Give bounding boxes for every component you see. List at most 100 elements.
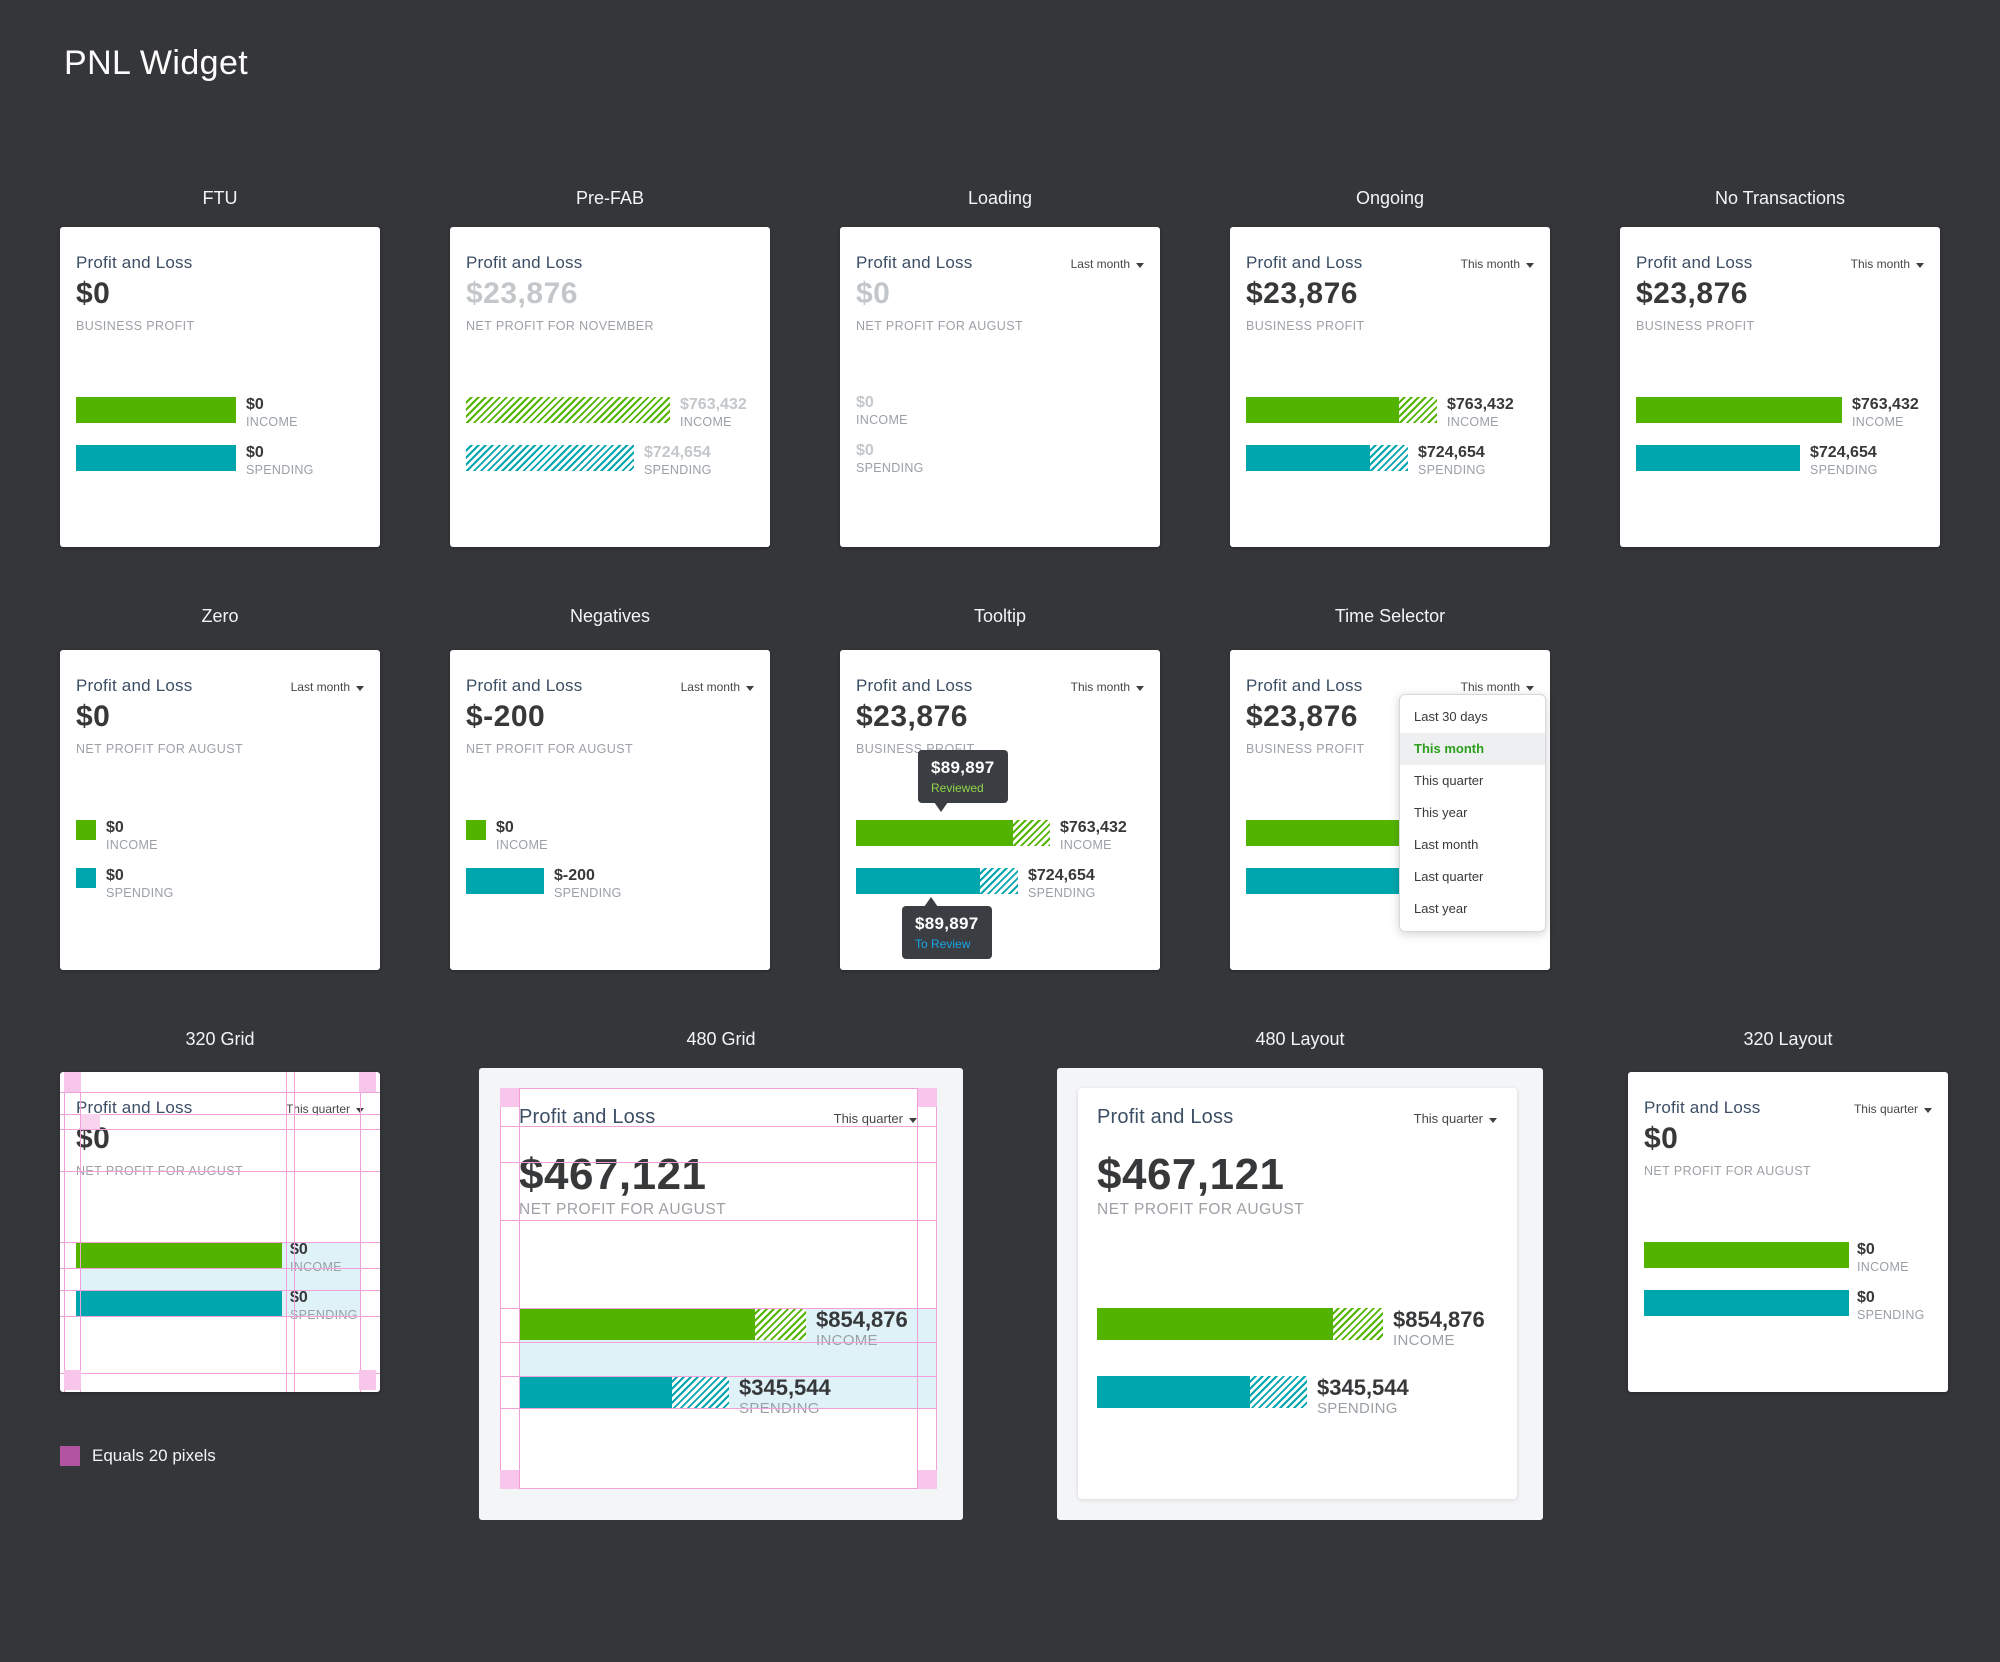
amount: $23,876 xyxy=(1636,277,1748,310)
period-selector[interactable]: Last month xyxy=(681,680,754,694)
period-label: This quarter xyxy=(285,1102,350,1116)
card-title: Profit and Loss xyxy=(466,676,583,695)
amount: $467,121 xyxy=(519,1150,707,1199)
pnl-card-ftu: Profit and Loss $0 BUSINESS PROFIT $0 IN… xyxy=(60,227,380,547)
income-bar[interactable] xyxy=(76,397,236,423)
section-label-ftu: FTU xyxy=(202,188,238,208)
amount: $0 xyxy=(1644,1122,1679,1155)
income-bar[interactable] xyxy=(1636,397,1842,423)
amount: $0 xyxy=(76,700,111,733)
income-bar[interactable] xyxy=(1644,1242,1849,1268)
period-selector[interactable]: This quarter xyxy=(1854,1102,1932,1116)
income-row: $854,876 INCOME xyxy=(519,1308,908,1349)
spending-label: SPENDING xyxy=(246,462,314,477)
spending-row: $0 SPENDING xyxy=(1644,1289,1925,1322)
tooltip-income: $89,897 Reviewed xyxy=(918,750,1008,812)
menu-item-this-year[interactable]: This year xyxy=(1414,805,1468,820)
income-bar-projected xyxy=(1333,1308,1383,1340)
menu-item-last-quarter[interactable]: Last quarter xyxy=(1414,869,1484,884)
income-row: $0 INCOME xyxy=(76,396,298,429)
period-selector[interactable]: This month xyxy=(1851,257,1924,271)
period-selector[interactable]: This quarter xyxy=(286,1102,364,1116)
income-bar[interactable] xyxy=(76,820,96,840)
card-title: Profit and Loss xyxy=(1644,1098,1761,1117)
spending-bar[interactable] xyxy=(76,1290,282,1316)
spending-bar[interactable] xyxy=(1636,445,1800,471)
amount: $0 xyxy=(76,1122,111,1155)
card-title: Profit and Loss xyxy=(856,676,973,695)
spending-bar[interactable] xyxy=(1644,1290,1849,1316)
period-selector[interactable]: Last month xyxy=(1071,257,1144,271)
period-selector[interactable]: Last month xyxy=(291,680,364,694)
spending-bar[interactable] xyxy=(76,868,96,888)
income-value: $854,876 xyxy=(1393,1307,1485,1332)
spending-label: SPENDING xyxy=(1317,1400,1398,1418)
spending-value: $345,544 xyxy=(1317,1375,1409,1400)
pnl-card-320-layout: Profit and Loss This quarter $0 NET PROF… xyxy=(1628,1072,1948,1392)
period-selector[interactable]: This month xyxy=(1461,257,1534,271)
period-label: This month xyxy=(1460,680,1520,694)
spending-row: $724,654 SPENDING xyxy=(1636,444,1878,477)
card-title: Profit and Loss xyxy=(1636,253,1753,272)
income-bar-projected xyxy=(1399,397,1437,423)
income-label: INCOME xyxy=(1857,1259,1909,1274)
income-label: INCOME xyxy=(856,412,908,427)
card-title: Profit and Loss xyxy=(76,1098,193,1117)
income-label: INCOME xyxy=(246,414,298,429)
period-selector[interactable]: This quarter xyxy=(834,1111,917,1126)
spending-value: $0 xyxy=(106,867,124,884)
period-selector[interactable]: This quarter xyxy=(1414,1111,1497,1126)
spending-bar-projected xyxy=(672,1376,729,1408)
spending-row: $724,654 SPENDING xyxy=(856,867,1096,900)
chevron-down-icon xyxy=(1136,686,1144,691)
spending-bar[interactable] xyxy=(1246,445,1370,471)
spending-bar[interactable] xyxy=(1246,868,1399,894)
redline-grid-overlay xyxy=(500,1088,937,1489)
spending-label: SPENDING xyxy=(106,885,174,900)
spending-value: $0 xyxy=(1857,1289,1875,1306)
spending-bar-projected xyxy=(466,445,634,471)
spending-value: $0 xyxy=(290,1289,308,1306)
income-value: $0 xyxy=(246,396,264,413)
menu-item-this-quarter[interactable]: This quarter xyxy=(1414,773,1484,788)
menu-item-last-month[interactable]: Last month xyxy=(1414,837,1479,852)
income-bar[interactable] xyxy=(1246,397,1399,423)
section-label-320-grid: 320 Grid xyxy=(185,1029,255,1049)
redline-grid-overlay xyxy=(60,1072,380,1392)
spending-bar-projected xyxy=(1250,1376,1307,1408)
income-bar[interactable] xyxy=(1097,1308,1333,1340)
tooltip-spending: $89,897 To Review xyxy=(902,897,992,959)
menu-item-last-30-days[interactable]: Last 30 days xyxy=(1414,709,1488,724)
spending-row: $345,544 SPENDING xyxy=(1097,1376,1409,1417)
amount: $23,876 xyxy=(466,277,578,310)
section-label-480-layout: 480 Layout xyxy=(1255,1029,1345,1049)
spending-bar[interactable] xyxy=(1097,1376,1250,1408)
subtitle: NET PROFIT FOR NOVEMBER xyxy=(466,319,654,333)
spending-label: SPENDING xyxy=(1418,462,1486,477)
spending-row: $345,544 SPENDING xyxy=(519,1376,831,1417)
period-label: This quarter xyxy=(1413,1111,1483,1126)
spending-bar[interactable] xyxy=(519,1376,672,1408)
spending-bar[interactable] xyxy=(466,868,544,894)
spending-bar[interactable] xyxy=(856,868,980,894)
spending-label: SPENDING xyxy=(856,460,924,475)
card-title: Profit and Loss xyxy=(856,253,973,272)
income-bar[interactable] xyxy=(466,820,486,840)
income-bar[interactable] xyxy=(1246,820,1399,846)
subtitle: NET PROFIT FOR AUGUST xyxy=(1097,1201,1305,1218)
section-label-negatives: Negatives xyxy=(569,606,651,626)
income-bar[interactable] xyxy=(76,1242,282,1268)
chevron-down-icon xyxy=(356,686,364,691)
menu-item-this-month[interactable]: This month xyxy=(1400,733,1545,765)
period-label: This month xyxy=(1850,257,1910,271)
income-bar[interactable] xyxy=(856,820,1013,846)
section-label-time-selector: Time Selector xyxy=(1334,606,1446,626)
spending-bar[interactable] xyxy=(76,445,236,471)
period-selector[interactable]: This month xyxy=(1071,680,1144,694)
income-row: $763,432 INCOME xyxy=(1636,396,1919,429)
period-selector[interactable]: This month xyxy=(1461,680,1534,694)
tooltip-income-status: Reviewed xyxy=(931,781,984,795)
menu-item-last-year[interactable]: Last year xyxy=(1414,901,1468,916)
income-bar[interactable] xyxy=(519,1308,755,1340)
amount: $0 xyxy=(856,277,891,310)
